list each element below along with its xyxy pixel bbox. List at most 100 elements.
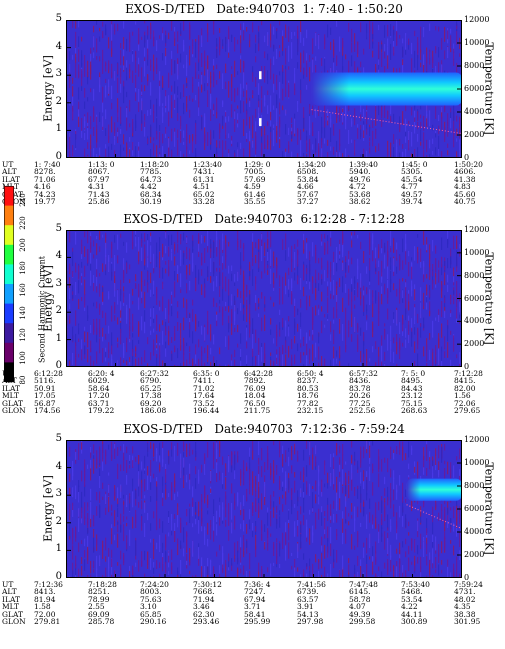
table-cell: 17.05 <box>34 391 56 401</box>
table-cell: 6:42:28 <box>244 369 273 378</box>
y2-tick-label: 4000 <box>464 316 485 326</box>
table-cell: 8415. <box>454 376 476 386</box>
row-label: ILAT <box>2 594 20 604</box>
row-label: UT <box>2 580 14 589</box>
table-cell: 72.06 <box>454 398 476 408</box>
table-row: ILAT 81.94 78.99 75.63 71.94 67.94 63.57 58.78 5… <box>2 594 502 604</box>
colorbar-tick-label: 80 <box>19 375 27 385</box>
table-row: MLT 17.05 17.20 17.38 17.64 18.04 18.76 20.26 23… <box>2 392 502 400</box>
table-cell: 6739. <box>297 587 319 597</box>
table-cell: 279.65 <box>454 406 481 415</box>
spectrogram-plot <box>66 230 462 367</box>
row-label: GLON <box>2 617 26 626</box>
table-cell: 63.57 <box>297 594 319 604</box>
table-cell: 75.63 <box>140 594 162 604</box>
table-cell: 74.23 <box>34 189 56 199</box>
row-label: MLT <box>2 391 20 401</box>
table-cell: 76.50 <box>244 398 266 408</box>
table-cell: 279.81 <box>34 617 61 626</box>
table-cell: 5468. <box>401 587 423 597</box>
table-cell: 4.35 <box>454 602 471 612</box>
row-label: UT <box>2 160 14 169</box>
energy-band-fade <box>406 478 462 501</box>
table-cell: 68.34 <box>140 189 162 199</box>
y-tick-label: 1 <box>55 123 62 135</box>
table-cell: 71.43 <box>88 189 110 199</box>
table-cell: 8251. <box>88 587 110 597</box>
table-cell: 4.31 <box>88 182 105 192</box>
table-cell: 1:50:20 <box>454 160 483 169</box>
table-cell: 45.54 <box>401 174 423 184</box>
colorbar <box>4 186 14 382</box>
table-cell: 77.82 <box>297 398 319 408</box>
table-cell: 33.28 <box>193 197 215 206</box>
table-cell: 8237. <box>297 376 319 386</box>
table-cell: 4.72 <box>349 182 366 192</box>
table-row: GLAT 56.87 63.71 69.20 73.52 76.50 77.82 77.25 7… <box>2 398 502 408</box>
table-cell: 7411. <box>193 376 215 386</box>
table-cell: 23.12 <box>401 391 423 401</box>
table-cell: 38.62 <box>349 197 371 206</box>
row-label: GLON <box>2 406 26 415</box>
table-cell: 6:12:28 <box>34 369 63 378</box>
table-row: UT 1: 7:40 1:13: 0 1:18:20 1:23:40 1:29: 0 1:3… <box>2 161 502 169</box>
colorbar-label: Second Harmonic Current <box>37 255 47 364</box>
y-tick-label: 0 <box>55 151 62 162</box>
table-cell: 1:29: 0 <box>244 160 271 169</box>
table-cell: 53.54 <box>401 594 423 604</box>
table-cell: 3.10 <box>140 602 157 612</box>
table-cell: 3.71 <box>244 602 261 612</box>
table-cell: 1.58 <box>34 602 51 612</box>
table-cell: 39.74 <box>401 197 423 206</box>
y2-tick-label: 0 <box>464 362 470 371</box>
table-cell: 1:39:40 <box>349 160 378 169</box>
y-tick-label: 5 <box>55 13 62 24</box>
table-cell: 6508. <box>297 167 319 177</box>
table-cell: 58.78 <box>349 594 371 604</box>
table-cell: 17.38 <box>140 391 162 401</box>
y2-tick-label: 8000 <box>464 270 485 280</box>
table-cell: 8067. <box>88 167 110 177</box>
table-cell: 19.77 <box>34 197 56 206</box>
table-cell: 7:47:48 <box>349 580 378 589</box>
table-cell: 75.15 <box>401 398 423 408</box>
table-cell: 71.94 <box>193 594 215 604</box>
table-cell: 7: 5: 0 <box>401 369 426 378</box>
y2-axis-label: Temperature [K] <box>482 251 496 345</box>
colorbar-tick-label: 220 <box>19 215 27 230</box>
y2-axis-label: Temperature [K] <box>482 462 496 555</box>
table-cell: 7:53:40 <box>401 580 430 589</box>
colorbar-segment <box>4 205 14 226</box>
table-cell: 50.91 <box>34 383 56 393</box>
table-cell: 1.56 <box>454 391 471 401</box>
table-cell: 67.97 <box>88 174 110 184</box>
temperature-trace <box>406 504 462 530</box>
colorbar-segment <box>4 303 14 324</box>
table-cell: 232.15 <box>297 406 324 415</box>
table-cell: 37.27 <box>297 197 319 206</box>
table-cell: 4.07 <box>349 602 366 612</box>
table-cell: 17.64 <box>193 391 215 401</box>
table-cell: 81.94 <box>34 594 56 604</box>
y-tick-label: 4 <box>55 250 62 262</box>
table-cell: 64.73 <box>140 174 162 184</box>
table-cell: 8278. <box>34 167 56 177</box>
y-tick-label: 1 <box>55 332 62 344</box>
table-cell: 6145. <box>349 587 371 597</box>
table-cell: 63.71 <box>88 398 110 408</box>
table-cell: 48.02 <box>454 594 476 604</box>
y-tick-label: 4 <box>55 460 62 472</box>
table-cell: 84.43 <box>401 383 423 393</box>
colorbar-tick-label: 140 <box>19 305 27 320</box>
colorbar-tick-label: 240 <box>19 193 27 207</box>
table-cell: 83.78 <box>349 383 371 393</box>
data-spike <box>259 71 262 80</box>
table-cell: 4.66 <box>297 182 314 192</box>
table-cell: 82.00 <box>454 383 476 393</box>
table-row: GLON19.7725.8630.1933.2835.5537.2738.623… <box>2 198 502 206</box>
table-cell: 295.99 <box>244 617 271 626</box>
table-cell: 6:20: 4 <box>88 369 115 378</box>
table-cell: 268.63 <box>401 406 428 415</box>
y2-tick-label: 6000 <box>464 293 485 303</box>
table-cell: 211.75 <box>244 406 271 415</box>
